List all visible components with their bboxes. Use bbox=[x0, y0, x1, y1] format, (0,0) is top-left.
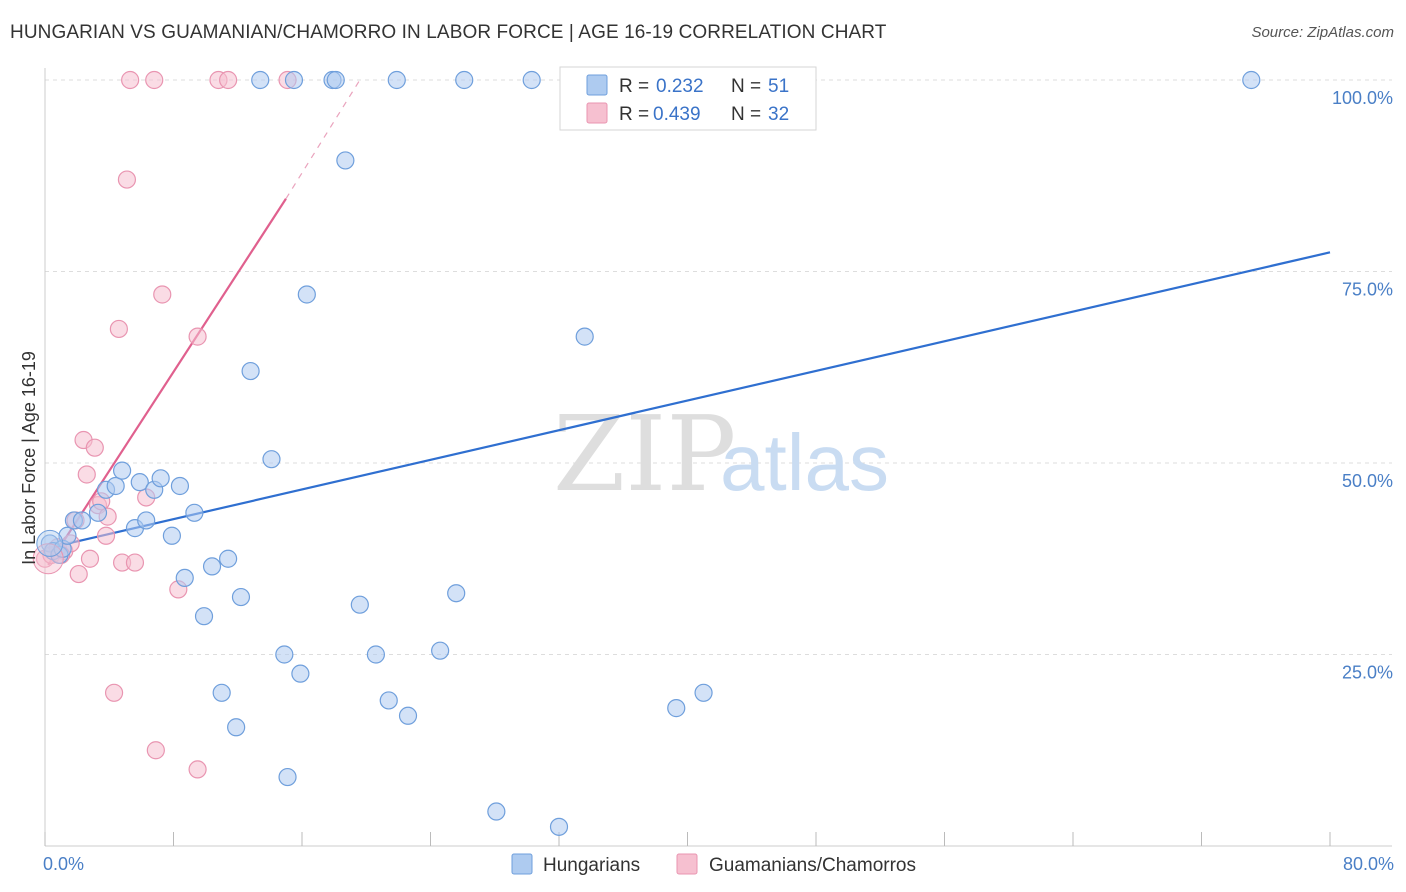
trend-line-guamanians-extension bbox=[285, 79, 361, 200]
point-guamanian bbox=[77, 465, 96, 484]
point-hungarian bbox=[112, 461, 132, 480]
y-tick-label: 25.0% bbox=[1342, 663, 1393, 683]
series-legend: Hungarians Guamanians/Chamorros bbox=[511, 853, 916, 876]
point-hungarian bbox=[275, 645, 294, 664]
watermark-zip: ZIP bbox=[553, 393, 736, 515]
point-hungarian bbox=[106, 476, 125, 496]
chart-title: HUNGARIAN VS GUAMANIAN/CHAMORRO IN LABOR… bbox=[10, 22, 887, 43]
point-guamanian bbox=[188, 760, 207, 779]
point-hungarian bbox=[278, 767, 297, 787]
point-hungarian bbox=[379, 691, 398, 710]
point-hungarian bbox=[336, 151, 355, 170]
legend-swatch-hungarians bbox=[586, 74, 608, 96]
point-hungarian bbox=[575, 327, 594, 346]
bottom-legend-swatch-guamanians bbox=[676, 853, 698, 875]
legend-r-value-1: 0.232 bbox=[656, 76, 704, 97]
point-guamanian bbox=[153, 285, 172, 304]
point-hungarian bbox=[231, 587, 251, 607]
point-hungarian bbox=[185, 503, 204, 522]
point-hungarian bbox=[251, 70, 270, 90]
point-hungarian bbox=[88, 503, 108, 522]
point-hungarian bbox=[202, 557, 222, 576]
point-guamanian bbox=[80, 549, 100, 568]
bottom-legend-hungarians: Hungarians bbox=[543, 855, 640, 876]
point-hungarian bbox=[227, 718, 246, 737]
point-hungarian bbox=[431, 641, 450, 660]
data-points bbox=[32, 70, 1261, 836]
legend-n-label-1: N = bbox=[731, 76, 761, 97]
point-hungarian bbox=[398, 706, 418, 725]
point-guamanian bbox=[121, 70, 140, 90]
y-tick-label: 50.0% bbox=[1342, 471, 1393, 491]
point-hungarian bbox=[262, 450, 281, 469]
point-hungarian bbox=[297, 285, 316, 304]
point-hungarian bbox=[130, 473, 149, 492]
point-cluster-hungarian bbox=[36, 529, 64, 557]
legend-n-value-1: 51 bbox=[768, 76, 789, 97]
point-guamanian bbox=[188, 327, 207, 346]
x-tick-label-max: 80.0% bbox=[1343, 854, 1394, 874]
trend-line-guamanians bbox=[47, 198, 287, 566]
legend-n-label-2: N = bbox=[731, 104, 761, 125]
point-hungarian bbox=[387, 70, 406, 90]
y-tick-label: 100.0% bbox=[1332, 88, 1393, 108]
point-hungarian bbox=[694, 683, 713, 702]
point-hungarian bbox=[170, 476, 190, 496]
point-hungarian bbox=[350, 595, 369, 614]
point-hungarian bbox=[549, 817, 569, 836]
point-hungarian bbox=[212, 683, 231, 702]
point-hungarian bbox=[58, 526, 77, 545]
x-tick-label-min: 0.0% bbox=[43, 854, 84, 874]
point-hungarian bbox=[137, 511, 156, 530]
trend-line-hungarians bbox=[47, 251, 1331, 550]
point-hungarian bbox=[487, 802, 506, 821]
point-cluster-guamanian bbox=[32, 543, 64, 575]
point-guamanian bbox=[96, 526, 116, 545]
point-guamanian bbox=[117, 170, 137, 189]
correlation-legend: R = 0.232 N = 51 R = 0.439 N = 32 bbox=[559, 66, 817, 131]
trend-lines bbox=[47, 79, 1331, 566]
legend-r-value-2: 0.439 bbox=[653, 104, 701, 125]
point-hungarian bbox=[326, 70, 345, 90]
legend-n-value-2: 32 bbox=[768, 104, 789, 125]
point-hungarian bbox=[175, 568, 194, 588]
point-hungarian bbox=[447, 584, 466, 603]
point-hungarian bbox=[151, 469, 170, 488]
point-guamanian bbox=[146, 741, 165, 760]
point-hungarian bbox=[291, 664, 310, 683]
point-hungarian bbox=[1242, 70, 1261, 90]
point-hungarian bbox=[366, 645, 385, 664]
bottom-legend-swatch-hungarians bbox=[511, 853, 533, 875]
point-hungarian bbox=[455, 70, 474, 90]
legend-r-label-1: R = bbox=[619, 76, 649, 97]
point-guamanian bbox=[219, 70, 238, 90]
y-axis-label: In Labor Force | Age 16-19 bbox=[19, 351, 39, 565]
point-hungarian bbox=[522, 70, 541, 90]
legend-swatch-guamanians bbox=[586, 102, 608, 124]
point-hungarian bbox=[194, 607, 214, 626]
bottom-legend-guamanians: Guamanians/Chamorros bbox=[709, 855, 916, 876]
point-hungarian bbox=[72, 511, 92, 530]
legend-r-label-2: R = bbox=[619, 104, 649, 125]
point-guamanian bbox=[145, 70, 164, 90]
point-hungarian bbox=[284, 70, 304, 90]
point-hungarian bbox=[667, 699, 686, 718]
point-hungarian bbox=[241, 361, 260, 381]
point-guamanian bbox=[125, 553, 145, 572]
point-hungarian bbox=[162, 526, 181, 545]
point-guamanian bbox=[104, 683, 124, 702]
y-tick-label: 75.0% bbox=[1342, 280, 1393, 300]
y-tick-labels: 25.0% 50.0% 75.0% 100.0% bbox=[1332, 88, 1393, 683]
point-guamanian bbox=[69, 564, 88, 584]
source-credit: Source: ZipAtlas.com bbox=[1251, 24, 1394, 41]
watermark-atlas: atlas bbox=[720, 418, 889, 507]
point-guamanian bbox=[85, 438, 104, 457]
point-guamanian bbox=[109, 319, 128, 339]
point-hungarian bbox=[219, 549, 238, 568]
